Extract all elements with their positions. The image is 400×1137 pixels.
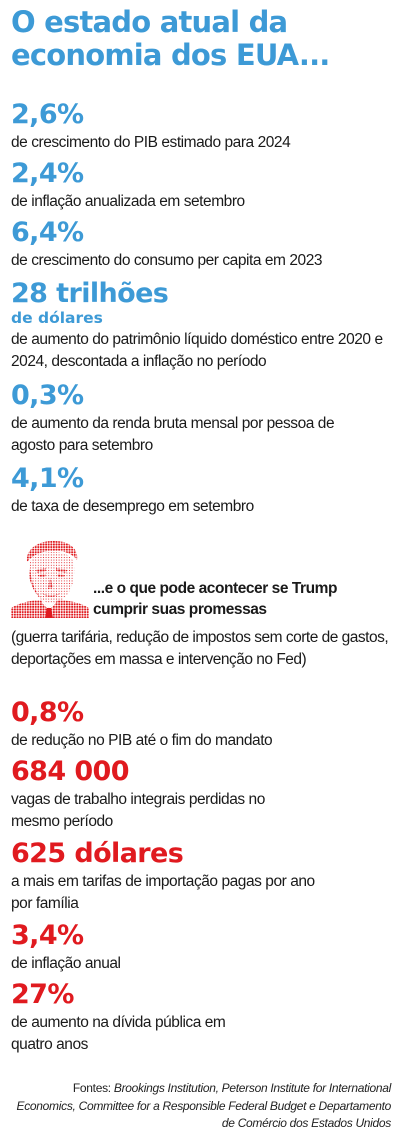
stat-value: 625 dólares: [11, 838, 184, 869]
stat-value: 684 000: [11, 756, 130, 787]
stat-unit: de dólares: [11, 309, 103, 327]
stat-consumption: 6,4% de crescimento do consumo per capit…: [11, 217, 396, 272]
stat-income: 0,3% de aumento da renda bruta mensal po…: [11, 380, 396, 457]
trump-heading: ...e o que pode acontecer se Trump cumpr…: [93, 580, 337, 618]
stat-description: de redução no PIB até o fim do mandato: [11, 732, 273, 749]
page-title: O estado atual da economia dos EUA...: [11, 5, 330, 72]
stat-description: de crescimento do consumo per capita em …: [11, 252, 323, 269]
stat-description: de aumento do patrimônio líquido domésti…: [11, 331, 383, 370]
stat-value: 28 trilhões: [11, 278, 169, 309]
trump-portrait: [11, 538, 89, 618]
stat-net-worth: 28 trilhões de dólares de aumento do pat…: [11, 278, 396, 373]
stat-annual-inflation: 3,4% de inflação anual: [11, 920, 396, 975]
sources-note: Fontes: Brookings Institution, Peterson …: [11, 1080, 392, 1133]
stat-value: 2,4%: [11, 158, 84, 189]
stat-jobs-lost: 684 000 vagas de trabalho integrais perd…: [11, 756, 396, 833]
stat-gdp-reduction: 0,8% de redução no PIB até o fim do mand…: [11, 697, 396, 752]
stat-value: 6,4%: [11, 217, 84, 248]
stat-description: de aumento na dívida pública em quatro a…: [11, 1014, 226, 1053]
sources-text: Brookings Institution, Peterson Institut…: [16, 1081, 392, 1130]
stat-unemployment: 4,1% de taxa de desemprego em setembro: [11, 463, 396, 518]
sources-label: Fontes:: [72, 1081, 111, 1095]
stat-value: 4,1%: [11, 463, 84, 494]
stat-value: 0,8%: [11, 697, 84, 728]
stat-description: de inflação anual: [11, 955, 121, 972]
stat-value: 27%: [11, 979, 74, 1010]
stat-description: a mais em tarifas de importação pagas po…: [11, 873, 315, 912]
stat-public-debt: 27% de aumento na dívida pública em quat…: [11, 979, 396, 1056]
stat-description: vagas de trabalho integrais perdidas no …: [11, 791, 265, 830]
stat-description: de crescimento do PIB estimado para 2024: [11, 134, 291, 151]
stat-description: de taxa de desemprego em setembro: [11, 498, 254, 515]
stat-gdp-growth: 2,6% de crescimento do PIB estimado para…: [11, 99, 396, 154]
trump-subheading: (guerra tarifária, redução de impostos s…: [11, 629, 389, 668]
stat-value: 0,3%: [11, 380, 84, 411]
stat-description: de aumento da renda bruta mensal por pes…: [11, 415, 335, 454]
stat-value: 2,6%: [11, 99, 84, 130]
stat-tariffs: 625 dólares a mais em tarifas de importa…: [11, 838, 396, 915]
stat-value: 3,4%: [11, 920, 84, 951]
stat-description: de inflação anualizada em setembro: [11, 193, 245, 210]
trump-portrait-image: [11, 540, 89, 618]
stat-inflation: 2,4% de inflação anualizada em setembro: [11, 158, 396, 213]
